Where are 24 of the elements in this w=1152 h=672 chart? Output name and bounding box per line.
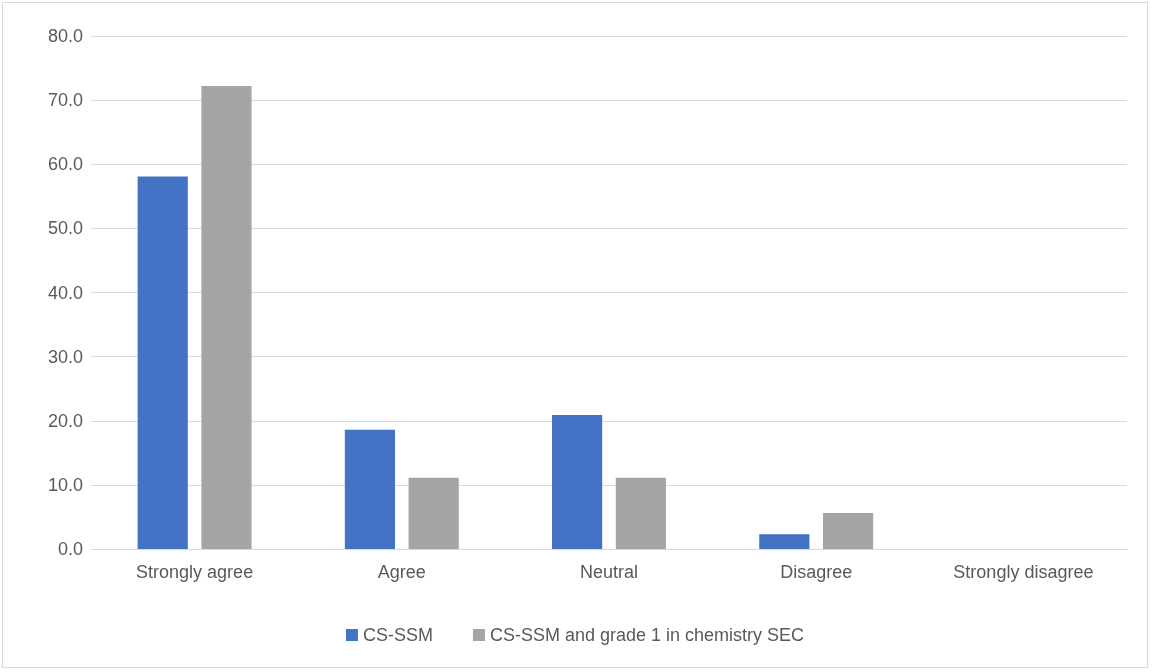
- y-tick-label: 0.0: [57, 539, 83, 559]
- y-tick-label: 20.0: [47, 410, 83, 431]
- x-tick-label: Agree: [377, 562, 426, 582]
- y-tick-label: 50.0: [47, 218, 83, 239]
- bar: [552, 414, 603, 549]
- bar: [344, 429, 396, 549]
- y-tick-label: 40.0: [47, 282, 83, 303]
- bar: [615, 477, 666, 549]
- x-tick-label: Disagree: [780, 562, 853, 582]
- y-tick-label: 80.0: [47, 26, 83, 46]
- legend-label: CS-SSM and grade 1 in chemistry SEC: [489, 625, 805, 645]
- bar: [201, 86, 252, 549]
- bar: [408, 477, 459, 549]
- bar: [759, 534, 810, 549]
- legend-label: CS-SSM: [362, 625, 433, 645]
- bar: [137, 176, 188, 549]
- y-tick-label: 30.0: [47, 346, 83, 367]
- x-tick-label: Strongly disagree: [953, 562, 1094, 582]
- y-tick-label: 10.0: [47, 474, 83, 495]
- y-tick-label: 70.0: [47, 90, 83, 111]
- x-tick-label: Neutral: [579, 562, 639, 582]
- bar: [822, 513, 874, 549]
- x-tick-label: Strongly agree: [136, 562, 254, 582]
- y-tick-label: 60.0: [47, 154, 83, 175]
